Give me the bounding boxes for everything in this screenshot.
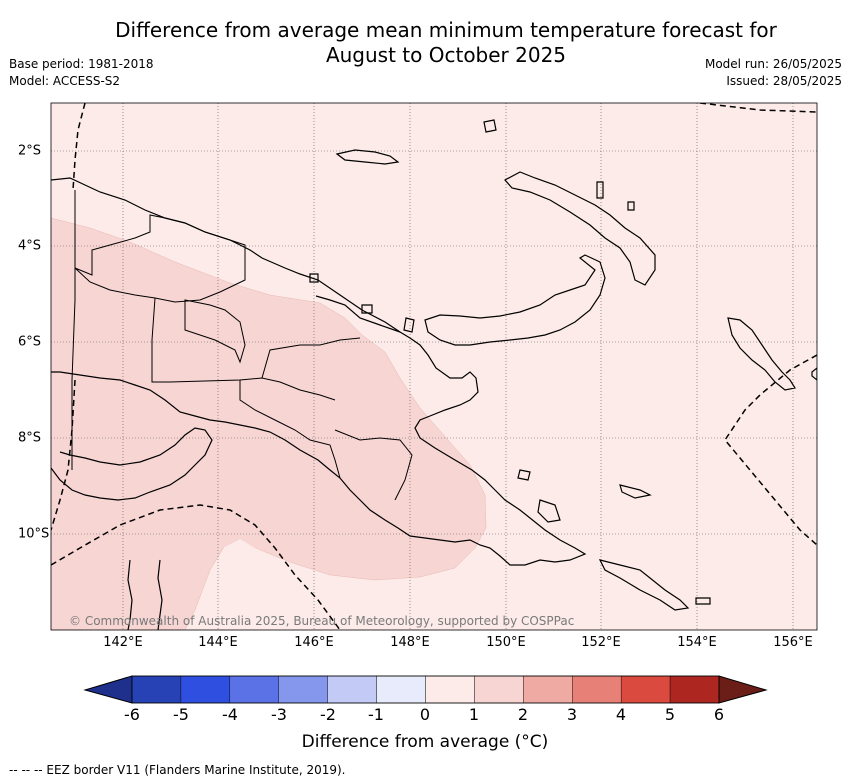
colorbar-bin bbox=[669, 675, 720, 704]
colorbar-tick: 4 bbox=[615, 705, 627, 724]
colorbar-tick: 6 bbox=[713, 705, 725, 724]
colorbar-tick: -6 bbox=[124, 705, 140, 724]
lon-tick-144: 144°E bbox=[198, 635, 238, 650]
eez-borders bbox=[51, 103, 817, 630]
anomaly-1-2-region bbox=[51, 217, 487, 630]
colorbar-tick: 2 bbox=[517, 705, 529, 724]
province-border-highlands bbox=[184, 299, 246, 364]
province-border-east bbox=[239, 337, 361, 479]
title-line-2: August to October 2025 bbox=[325, 43, 567, 67]
colorbar-bin bbox=[425, 675, 475, 704]
copyright-notice: © Commonwealth of Australia 2025, Bureau… bbox=[69, 614, 575, 628]
eez-north-east bbox=[699, 103, 817, 113]
lon-tick-150: 150°E bbox=[486, 635, 526, 650]
colorbar-bin bbox=[229, 675, 279, 704]
colorbar-bin bbox=[278, 675, 328, 704]
colorbar-tick: 1 bbox=[468, 705, 480, 724]
graticule bbox=[51, 103, 817, 630]
eez-east bbox=[724, 354, 817, 546]
colorbar-frame bbox=[131, 675, 720, 704]
colorbar-left-extension bbox=[83, 675, 133, 704]
meta-left: Base period: 1981-2018 Model: ACCESS-S2 bbox=[9, 56, 154, 90]
map-frame bbox=[50, 102, 818, 631]
colorbar-right-extension bbox=[718, 675, 768, 704]
solomon-islands-edge bbox=[811, 367, 817, 381]
lat-tick-8s: 8°S bbox=[18, 430, 42, 446]
colorbar-bin bbox=[376, 675, 426, 704]
lat-tick-10s: 10°S bbox=[18, 526, 50, 542]
model-run: Model run: 26/05/2025 bbox=[704, 57, 842, 71]
title-line-1: Difference from average mean minimum tem… bbox=[115, 18, 777, 42]
colorbar-tick: -4 bbox=[222, 705, 238, 724]
colorbar-tick: -3 bbox=[271, 705, 287, 724]
province-border-central bbox=[151, 297, 336, 401]
issued-date: Issued: 28/05/2025 bbox=[726, 74, 842, 88]
colorbar-tick: 3 bbox=[566, 705, 578, 724]
lat-tick-2s: 2°S bbox=[18, 143, 42, 159]
png-north-coast bbox=[315, 295, 401, 333]
province-border-oro bbox=[334, 429, 413, 501]
new-ireland-island bbox=[504, 171, 656, 286]
colorbar-tick: -1 bbox=[368, 705, 384, 724]
northern-islets bbox=[309, 119, 635, 333]
colorbar-tick: 5 bbox=[664, 705, 676, 724]
lon-tick-148: 148°E bbox=[390, 635, 430, 650]
lon-tick-146: 146°E bbox=[294, 635, 334, 650]
lon-tick-152: 152°E bbox=[581, 635, 621, 650]
colorbar-bin bbox=[620, 675, 671, 704]
map-area bbox=[51, 103, 817, 630]
eez-legend-note: -- -- -- EEZ border V11 (Flanders Marine… bbox=[9, 763, 346, 777]
anomaly-0-1-southern-patch bbox=[205, 539, 310, 630]
colorbar-bin bbox=[474, 675, 524, 704]
colorbar-tick: -5 bbox=[173, 705, 189, 724]
colorbar-bin bbox=[131, 675, 182, 704]
eez-north-west bbox=[72, 103, 86, 191]
lon-tick-142: 142°E bbox=[103, 635, 143, 650]
base-period: Base period: 1981-2018 bbox=[9, 57, 154, 71]
colorbar-bin bbox=[180, 675, 231, 704]
colorbar-bin bbox=[523, 675, 573, 704]
gulf-of-papua-coast bbox=[51, 427, 213, 501]
lat-tick-4s: 4°S bbox=[18, 238, 42, 254]
meta-right: Model run: 26/05/2025 Issued: 28/05/2025 bbox=[705, 56, 842, 90]
eez-west bbox=[51, 379, 76, 531]
louisiade-islands bbox=[598, 484, 711, 611]
bougainville-island bbox=[727, 317, 796, 391]
colorbar-bin bbox=[572, 675, 622, 704]
manus-island bbox=[335, 149, 400, 165]
cape-york-coast bbox=[127, 559, 163, 630]
lon-tick-156: 156°E bbox=[773, 635, 813, 650]
coastlines bbox=[51, 119, 817, 630]
model-name: Model: ACCESS-S2 bbox=[9, 74, 121, 88]
colorbar bbox=[83, 675, 768, 704]
lon-tick-154: 154°E bbox=[677, 635, 717, 650]
colorbar-tick: -2 bbox=[320, 705, 336, 724]
province-border-west bbox=[74, 214, 246, 303]
colorbar-tick: 0 bbox=[419, 705, 431, 724]
dentrecasteaux-islands bbox=[517, 469, 561, 523]
new-britain-island bbox=[424, 254, 606, 346]
colorbar-bin bbox=[327, 675, 377, 704]
colorbar-label: Difference from average (°C) bbox=[301, 732, 549, 752]
lat-tick-6s: 6°S bbox=[18, 334, 42, 350]
colorbar-bins bbox=[131, 675, 720, 704]
map-title: Difference from average mean minimum tem… bbox=[0, 18, 850, 68]
eez-south bbox=[51, 504, 341, 630]
